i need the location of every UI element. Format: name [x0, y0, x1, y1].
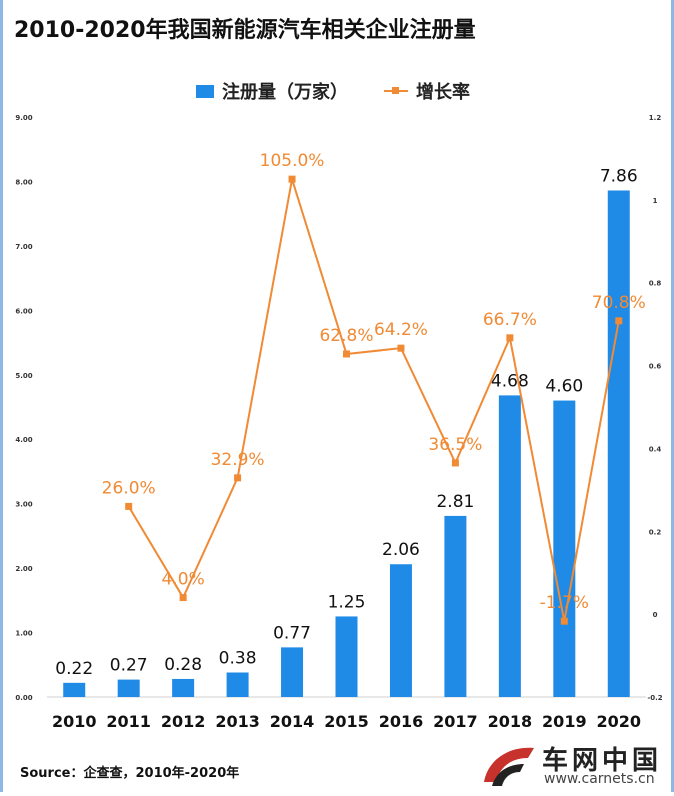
x-axis-tick-label: 2020 [597, 712, 642, 731]
growth-rate-label: 105.0% [260, 151, 325, 171]
growth-rate-line [127, 178, 620, 623]
bar-data-label: 2.06 [382, 540, 420, 560]
bar [281, 647, 304, 697]
bar [389, 564, 412, 697]
x-axis-tick-label: 2019 [542, 712, 587, 731]
bar-data-label: 0.27 [110, 656, 148, 676]
bar-data-label: 0.77 [273, 623, 311, 643]
left-axis-tick-label: 4.00 [15, 436, 32, 444]
legend-line-swatch [384, 84, 408, 98]
legend: 注册量（万家） 增长率 [0, 76, 674, 106]
legend-bar-swatch [196, 84, 214, 98]
right-axis-tick-label: 1.2 [649, 114, 662, 122]
bar [607, 190, 630, 697]
x-axis-tick-label: 2017 [433, 712, 478, 731]
x-axis-tick-label: 2015 [324, 712, 369, 731]
growth-rate-label: -1.7% [540, 593, 589, 613]
brand-url: www.carnets.cn [544, 771, 655, 787]
bar-data-label: 0.38 [219, 649, 257, 669]
bar-data-label: 4.60 [545, 377, 583, 397]
left-axis-tick-label: 6.00 [15, 307, 32, 315]
x-axis-tick-label: 2011 [106, 712, 151, 731]
bar [553, 400, 576, 697]
left-axis-tick-label: 3.00 [15, 501, 32, 509]
growth-rate-point [179, 594, 187, 602]
growth-rate-point [288, 175, 296, 183]
growth-rate-point [615, 317, 623, 325]
brand-logo: 车网中国 www.carnets.cn [478, 738, 674, 792]
source-note: Source：企查查，2010年-2020年 [20, 766, 240, 781]
brand-name: 车网中国 [542, 746, 663, 776]
growth-rate-label: 36.5% [428, 435, 482, 455]
x-axis-tick-label: 2014 [270, 712, 315, 731]
x-axis-tick-label: 2010 [52, 712, 97, 731]
bar [172, 678, 195, 697]
x-axis-tick-label: 2012 [161, 712, 206, 731]
right-axis-tick-label: 0 [653, 611, 658, 619]
bar [498, 395, 521, 697]
growth-rate-point [343, 350, 350, 358]
growth-rate-label: 62.8% [319, 326, 373, 346]
growth-rate-point [506, 334, 514, 342]
x-axis-tick-label: 2013 [215, 712, 260, 731]
growth-rate-point [234, 474, 242, 482]
x-axis-tick-label: 2018 [488, 712, 533, 731]
growth-rate-point [125, 502, 133, 510]
bar [63, 682, 86, 697]
bar-data-label: 4.68 [491, 371, 529, 391]
right-axis-tick-label: -0.2 [647, 694, 662, 702]
legend-bar-label: 注册量（万家） [222, 82, 348, 103]
right-axis-tick-label: 0.6 [649, 363, 662, 371]
right-axis-tick-label: 0.4 [649, 445, 662, 453]
bar [226, 672, 249, 697]
growth-rate-point [451, 459, 459, 467]
left-axis-tick-label: 0.00 [15, 694, 32, 702]
bar-data-label: 1.25 [328, 592, 366, 612]
chart-title: 2010-2020年我国新能源汽车相关企业注册量 [14, 18, 476, 43]
x-axis-tick-label: 2016 [379, 712, 424, 731]
legend-item-bar: 注册量（万家） [196, 76, 348, 106]
legend-line-label: 增长率 [416, 82, 470, 103]
left-axis-tick-label: 2.00 [15, 565, 32, 573]
growth-rate-label: 64.2% [374, 320, 428, 340]
legend-item-line: 增长率 [384, 76, 470, 106]
growth-rate-label: 26.0% [102, 478, 156, 498]
left-axis-tick-label: 5.00 [15, 372, 32, 380]
bar [117, 679, 140, 697]
right-axis-tick-label: 1 [653, 197, 658, 205]
growth-rate-point [397, 344, 405, 352]
growth-rate-label: 4.0% [162, 570, 205, 590]
left-axis-tick-label: 8.00 [15, 178, 32, 186]
bar-data-label: 2.81 [436, 492, 474, 512]
growth-rate-label: 66.7% [483, 310, 537, 330]
left-axis-tick-label: 9.00 [15, 114, 32, 122]
growth-rate-label: 70.8% [592, 293, 646, 313]
left-axis-tick-label: 7.00 [15, 243, 32, 251]
car-logo-icon [484, 747, 534, 786]
right-axis-tick-label: 0.2 [649, 528, 662, 536]
left-axis-tick-label: 1.00 [15, 630, 32, 638]
bar [444, 515, 467, 697]
growth-rate-label: 32.9% [211, 450, 265, 470]
bar-data-label: 0.28 [164, 655, 202, 675]
growth-rate-point [560, 617, 568, 625]
bar-data-label: 7.86 [600, 166, 638, 186]
bar [335, 616, 358, 697]
bar-data-label: 0.22 [55, 659, 93, 679]
right-axis-tick-label: 0.8 [649, 280, 662, 288]
